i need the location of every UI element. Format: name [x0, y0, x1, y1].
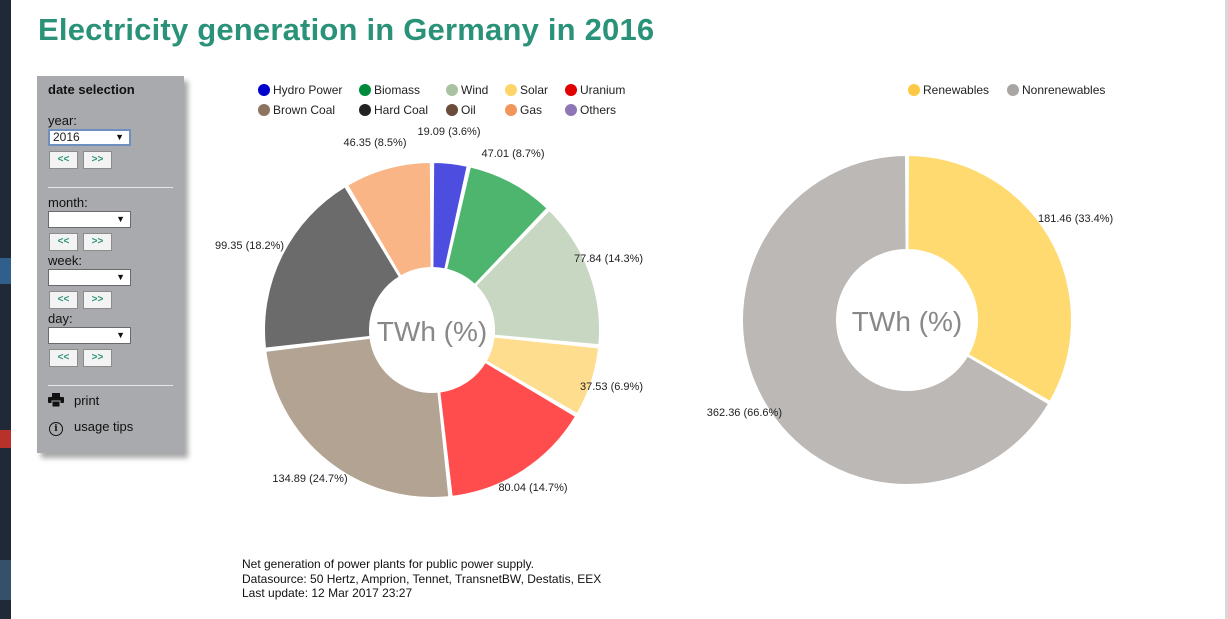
legend-item-uranium[interactable]: Uranium: [565, 83, 625, 97]
week-next-button[interactable]: >>: [83, 291, 112, 309]
month-select[interactable]: ▼: [48, 211, 131, 228]
divider: [48, 187, 173, 188]
data-label-renewables: 181.46 (33.4%): [1038, 213, 1113, 225]
month-next-button[interactable]: >>: [83, 233, 112, 251]
generation-by-source-donut: Hydro Power Biomass Wind Solar Uranium Brown …: [215, 83, 643, 499]
slice-biomass[interactable]: [445, 165, 549, 287]
data-label-uranium: 80.04 (14.7%): [498, 482, 567, 494]
year-next-button[interactable]: >>: [83, 151, 112, 169]
legend-label: Wind: [461, 83, 488, 97]
slice-wind[interactable]: [474, 208, 601, 347]
page-title: Electricity generation in Germany in 201…: [38, 12, 655, 47]
week-select[interactable]: ▼: [48, 269, 131, 286]
renewables-donut: Renewables Nonrenewables 181.46 (33.4%) 362…: [707, 83, 1113, 486]
slice-renewables[interactable]: [906, 154, 1073, 403]
legend-item-hard-coal[interactable]: Hard Coal: [359, 103, 428, 117]
data-label-hydro-power: 19.09 (3.6%): [418, 126, 481, 138]
legend-item-oil[interactable]: Oil: [446, 103, 476, 117]
footer-notes: Net generation of power plants for publi…: [242, 557, 601, 601]
data-label-biomass: 47.01 (8.7%): [482, 148, 545, 160]
info-icon: i: [48, 419, 64, 436]
data-label-brown-coal: 134.89 (24.7%): [272, 473, 347, 485]
footer-line-1: Net generation of power plants for publi…: [242, 557, 534, 571]
panel-heading: date selection: [48, 82, 135, 97]
legend-swatch: [565, 84, 577, 96]
chevron-down-icon: ▼: [115, 132, 124, 142]
slice-brown-coal[interactable]: [264, 336, 451, 499]
slice-uranium[interactable]: [438, 360, 578, 498]
slice-hard-coal[interactable]: [263, 185, 401, 350]
data-label-solar: 37.53 (6.9%): [580, 381, 643, 393]
window-edge-right: [1225, 0, 1228, 619]
legend-item-nonrenewables[interactable]: Nonrenewables: [1007, 83, 1105, 97]
legend-item-gas[interactable]: Gas: [505, 103, 542, 117]
legend-label: Biomass: [374, 83, 420, 97]
year-select[interactable]: 2016 ▼: [48, 129, 131, 146]
center-label: TWh (%): [377, 316, 487, 347]
legend-label: Nonrenewables: [1022, 83, 1105, 97]
data-label-hard-coal: 99.35 (18.2%): [215, 240, 284, 252]
legend-label: Brown Coal: [273, 103, 335, 117]
legend-item-brown-coal[interactable]: Brown Coal: [258, 103, 335, 117]
desktop-edge-left: [0, 0, 11, 619]
month-prev-button[interactable]: <<: [49, 233, 78, 251]
date-selection-panel: date selection year: 2016 ▼ << >> month:…: [37, 76, 184, 453]
data-label-nonrenewables: 362.36 (66.6%): [707, 407, 782, 419]
legend-swatch: [446, 84, 458, 96]
usage-tips-label: usage tips: [74, 419, 134, 434]
legend-item-others[interactable]: Others: [565, 103, 616, 117]
day-prev-button[interactable]: <<: [49, 349, 78, 367]
data-label-wind: 77.84 (14.3%): [574, 253, 643, 265]
footer-line-2: Datasource: 50 Hertz, Amprion, Tennet, T…: [242, 571, 602, 586]
legend-label: Oil: [461, 103, 476, 117]
legend-swatch: [908, 84, 920, 96]
legend-swatch: [1007, 84, 1019, 96]
year-prev-button[interactable]: <<: [49, 151, 78, 169]
center-label: TWh (%): [852, 306, 962, 337]
slice-gas[interactable]: [346, 161, 433, 278]
legend-label: Uranium: [580, 83, 625, 97]
print-button[interactable]: print: [48, 393, 99, 408]
legend-swatch: [359, 84, 371, 96]
legend-label: Gas: [520, 103, 542, 117]
legend-item-renewables[interactable]: Renewables: [908, 83, 989, 97]
legend-item-solar[interactable]: Solar: [505, 83, 548, 97]
chevron-down-icon: ▼: [116, 330, 125, 340]
legend-label: Hydro Power: [273, 83, 342, 97]
legend-swatch: [505, 104, 517, 116]
print-label: print: [74, 393, 100, 408]
day-label: day:: [48, 311, 73, 326]
legend-swatch: [359, 104, 371, 116]
year-select-value: 2016: [53, 130, 80, 144]
legend-label: Solar: [520, 83, 548, 97]
usage-tips-button[interactable]: i usage tips: [48, 419, 133, 436]
data-label-gas: 46.35 (8.5%): [344, 137, 407, 149]
week-prev-button[interactable]: <<: [49, 291, 78, 309]
printer-icon: [48, 393, 64, 408]
legend-label: Hard Coal: [374, 103, 428, 117]
legend-item-biomass[interactable]: Biomass: [359, 83, 420, 97]
legend-label: Renewables: [923, 83, 989, 97]
legend-item-hydro-power[interactable]: Hydro Power: [258, 83, 342, 97]
footer-line-3: Last update: 12 Mar 2017 23:27: [242, 586, 413, 600]
divider: [48, 385, 173, 386]
legend-swatch: [565, 104, 577, 116]
legend-swatch: [505, 84, 517, 96]
legend-swatch: [258, 84, 270, 96]
legend-label: Others: [580, 103, 616, 117]
legend-swatch: [258, 104, 270, 116]
year-label: year:: [48, 113, 77, 128]
day-select[interactable]: ▼: [48, 327, 131, 344]
legend-item-wind[interactable]: Wind: [446, 83, 488, 97]
month-label: month:: [48, 195, 88, 210]
slice-nonrenewables[interactable]: [741, 154, 1051, 486]
day-next-button[interactable]: >>: [83, 349, 112, 367]
slice-solar[interactable]: [484, 335, 601, 416]
legend-swatch: [446, 104, 458, 116]
chevron-down-icon: ▼: [116, 272, 125, 282]
week-label: week:: [48, 253, 82, 268]
chevron-down-icon: ▼: [116, 214, 125, 224]
